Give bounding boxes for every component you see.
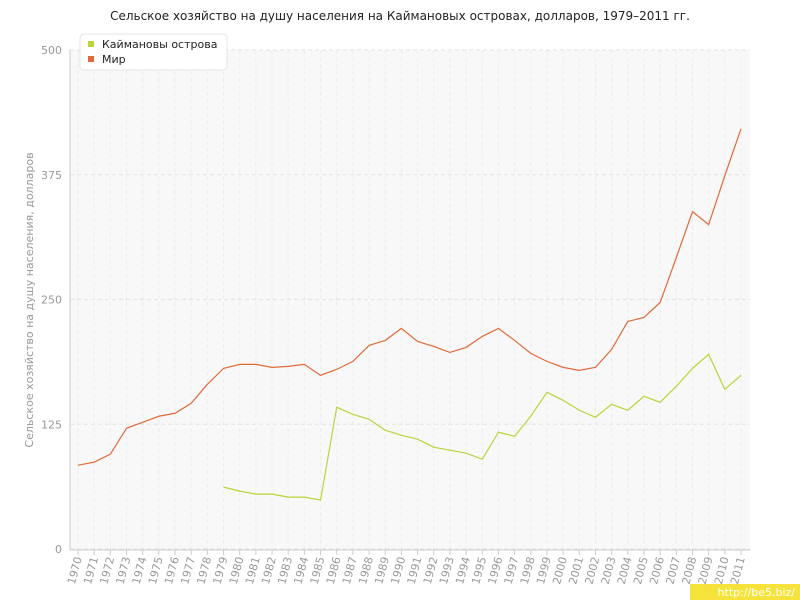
y-tick-label: 250	[41, 294, 62, 307]
legend-swatch	[88, 41, 94, 47]
watermark: http://be5.biz/	[718, 586, 796, 599]
y-tick-label: 0	[55, 543, 62, 556]
series-line	[77, 128, 742, 466]
y-tick-label: 375	[41, 169, 62, 182]
legend-swatch	[88, 56, 94, 62]
series-line	[223, 353, 742, 501]
legend: Каймановы острова Мир	[79, 33, 228, 71]
chart-title: Сельское хозяйство на душу населения на …	[110, 9, 690, 23]
lines	[77, 128, 742, 501]
y-tick-label: 125	[41, 418, 62, 431]
legend-box	[79, 33, 228, 71]
legend-label: Мир	[102, 53, 126, 66]
grid	[70, 49, 750, 550]
y-tick-label: 500	[41, 44, 62, 57]
watermark-background	[690, 584, 800, 600]
legend-label: Каймановы острова	[102, 38, 217, 51]
y-axis-label: Сельское хозяйство на душу населения, до…	[23, 152, 36, 447]
